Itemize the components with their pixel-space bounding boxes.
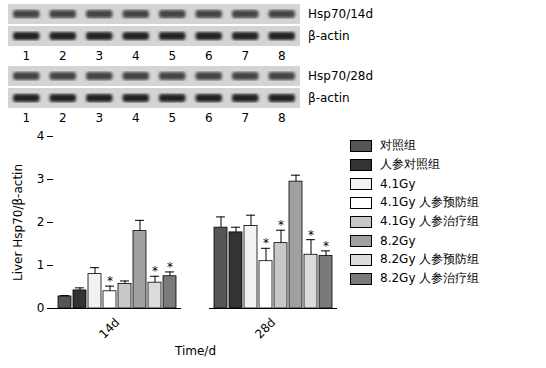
svg-text:7: 7: [241, 49, 249, 63]
svg-text:*: *: [278, 218, 284, 232]
html-text:8.2Gy 人参预防组: 8.2Gy 人参预防组: [380, 252, 480, 266]
svg-text:4: 4: [132, 49, 140, 63]
svg-text:3: 3: [95, 111, 103, 125]
svg-text:*: *: [107, 274, 113, 288]
svg-text:8: 8: [278, 111, 286, 125]
svg-text:6: 6: [205, 49, 213, 63]
svg-text:Time/d: Time/d: [174, 344, 216, 358]
html-text:4.1Gy: 4.1Gy: [380, 176, 416, 191]
svg-text:1: 1: [22, 49, 30, 63]
svg-text:6: 6: [205, 111, 213, 125]
html-text:4.1Gy 人参预防组: 4.1Gy 人参预防组: [380, 195, 480, 209]
svg-text:4: 4: [132, 111, 140, 125]
html-text:4.1Gy 人参治疗组: 4.1Gy 人参治疗组: [380, 214, 480, 228]
svg-text:3: 3: [37, 172, 45, 186]
svg-text:*: *: [152, 264, 158, 278]
svg-text:28d: 28d: [252, 315, 278, 341]
svg-text:4: 4: [37, 129, 45, 143]
svg-text:Liver Hsp70/β-actin: Liver Hsp70/β-actin: [11, 164, 25, 281]
svg-text:1: 1: [22, 111, 30, 125]
html-text:人参对照组: 人参对照组: [380, 157, 440, 171]
svg-text:β-actin: β-actin: [308, 91, 350, 105]
html-text:8.2Gy: 8.2Gy: [380, 233, 416, 248]
svg-text:2: 2: [59, 49, 67, 63]
svg-text:3: 3: [95, 49, 103, 63]
svg-text:14d: 14d: [96, 315, 122, 341]
svg-text:2: 2: [59, 111, 67, 125]
svg-text:0: 0: [37, 301, 45, 315]
svg-text:5: 5: [168, 111, 176, 125]
svg-text:7: 7: [241, 111, 249, 125]
svg-text:1: 1: [37, 258, 45, 272]
svg-text:Hsp70/28d: Hsp70/28d: [308, 69, 373, 83]
svg-text:2: 2: [37, 215, 45, 229]
html-text:对照组: 对照组: [380, 138, 416, 152]
svg-text:Hsp70/14d: Hsp70/14d: [308, 7, 373, 21]
html-text:8.2Gy 人参治疗组: 8.2Gy 人参治疗组: [380, 271, 480, 285]
svg-text:*: *: [263, 236, 269, 250]
svg-text:β-actin: β-actin: [308, 29, 350, 43]
svg-text:*: *: [167, 260, 173, 274]
svg-text:*: *: [323, 239, 329, 253]
svg-text:8: 8: [278, 49, 286, 63]
svg-text:*: *: [308, 228, 314, 242]
svg-text:5: 5: [168, 49, 176, 63]
